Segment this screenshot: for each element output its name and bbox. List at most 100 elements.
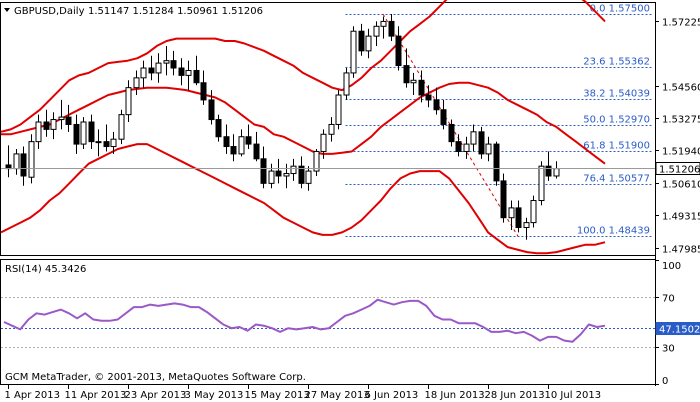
rsi-pane-frame [0,259,656,385]
candle-body [373,25,380,37]
candle-body [103,141,110,148]
candle-body [298,165,305,184]
current-price-tag [655,162,700,175]
rsi-line [3,298,606,343]
bollinger-bands [0,0,606,255]
time-tick-label: 23 Apr 2013 [125,390,187,401]
candle-body [43,121,50,130]
candle-body [508,207,515,219]
candle-body [493,143,500,182]
current-price-label: 1.51206 [659,165,700,176]
bollinger-mid [1,81,606,165]
candle-body [200,82,207,101]
candle-body [170,60,177,69]
candle-body [28,141,35,178]
candle-body [515,207,522,229]
candle-body [358,30,365,52]
candle-body [418,79,425,96]
candle-body [148,67,155,74]
candle-body [58,116,65,121]
candle-body [553,168,560,177]
candle-body [208,99,215,121]
candle-body [523,222,530,229]
symbol-arrow-icon [4,8,10,12]
candle-body [178,67,185,76]
candle-body [395,35,402,67]
fib-level-label: 0.0 1.57500 [590,4,650,15]
bollinger-upper [0,0,606,133]
fib-level-label: 100.0 1.48439 [577,226,650,237]
candle-body [283,173,290,177]
candle-body [245,136,252,145]
candle-body [238,136,245,155]
candle-body [95,141,102,144]
time-tick-label: 18 Jun 2013 [425,390,485,401]
candle-body [290,165,297,175]
candle-body [20,153,27,177]
price-tick-label: 1.50610 [662,180,700,191]
candle-body [193,69,200,84]
rsi-tick-label: 30 [662,344,675,355]
fib-level-label: 76.4 1.50577 [583,174,650,185]
candle-body [545,165,552,177]
symbol-label: GBPUSD,Daily [14,6,85,17]
candle-body [365,35,372,52]
copyright-text: GCM MetaTrader, © 2001-2013, MetaQuotes … [5,372,306,383]
candle-body [320,133,327,152]
candle-body [215,119,222,138]
price-tick-label: 1.47985 [662,245,700,256]
candle-body [463,143,470,152]
time-tick-label: 1 Apr 2013 [5,390,60,401]
fib-level-label: 38.2 1.54039 [583,89,650,100]
candle-body [88,121,95,143]
rsi-title: RSI(14) 45.3426 [5,264,86,275]
candle-body [335,94,342,125]
candle-body [500,180,507,219]
candle-body [223,136,230,148]
candle-body [260,158,267,184]
candle-body [118,114,125,140]
candle-body [125,87,132,116]
bollinger-lower [0,143,606,255]
candle-body [350,30,357,74]
candle-body [35,121,42,143]
time-tick-label: 28 Jun 2013 [485,390,545,401]
candle-body [440,109,447,125]
candle-body [410,79,417,84]
rsi-value-tag [655,322,700,335]
time-tick-label: 10 Jul 2013 [545,390,602,401]
rsi-tick-label: 70 [662,294,675,305]
rsi-tick-label: 0 [662,376,668,387]
time-tick-label: 11 Apr 2013 [65,390,127,401]
candle-body [230,146,237,155]
price-tick-label: 1.57225 [662,18,700,29]
rsi-tick-label: 100 [662,261,681,272]
candle-body [448,123,455,143]
candle-body [403,65,410,84]
candle-body [530,200,537,224]
candle-body [13,153,20,170]
candle-body [470,131,477,145]
time-tick-label: 3 May 2013 [185,390,244,401]
candle-body [185,69,192,76]
candle-body [163,60,170,64]
candle-body [275,170,282,177]
candle-body [305,170,312,184]
time-tick-label: 27 May 2013 [305,390,370,401]
price-tick-label: 1.49315 [662,212,700,223]
time-tick-label: 6 Jun 2013 [365,390,419,401]
candle-body [538,165,545,202]
fib-level-label: 61.8 1.51900 [583,141,650,152]
price-tick-label: 1.51940 [662,147,700,158]
candlesticks [5,14,560,240]
candle-body [478,131,485,155]
fib-trend-line [382,13,519,237]
candle-body [50,119,57,130]
candle-body [380,20,387,27]
candle-body [425,94,432,101]
candle-body [455,141,462,152]
candle-body [155,62,162,74]
